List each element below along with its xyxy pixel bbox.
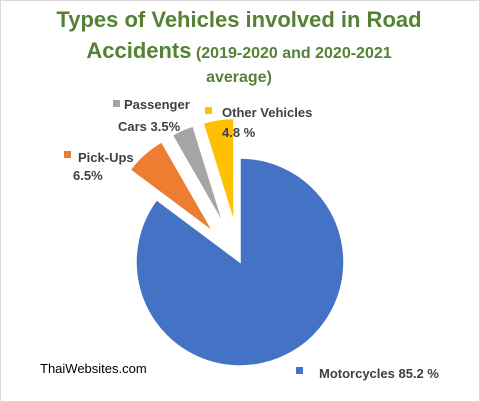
data-label-motorcycles: Motorcycles 85.2 % — [319, 366, 439, 381]
chart-title-sub2: average) — [206, 69, 272, 86]
slice-pick-ups — [129, 140, 215, 233]
slice-other-vehicles — [202, 117, 235, 223]
chart-title-sub: (2019-2020 and 2020-2021 — [195, 45, 392, 62]
credit-text: ThaiWebsites.com — [40, 361, 147, 376]
data-label-other-vehicles-line2: 4.8 % — [222, 125, 256, 140]
data-label-pick-ups: Pick-Ups — [78, 150, 134, 165]
legend-marker-other-vehicles — [205, 107, 212, 114]
chart-title-main: Types of Vehicles involved in Road — [56, 7, 422, 32]
data-label-passenger-cars-line2: Cars 3.5% — [118, 119, 181, 134]
slice-motorcycles — [135, 157, 345, 367]
chart-title-main2: Accidents — [86, 38, 192, 63]
data-label-other-vehicles: Other Vehicles — [222, 105, 312, 120]
legend-marker-pick-ups — [64, 151, 71, 158]
slice-passenger-cars — [171, 125, 225, 226]
legend-marker-passenger-cars — [113, 100, 120, 107]
legend-marker-motorcycles — [296, 367, 303, 374]
data-label-passenger-cars: Passenger — [124, 97, 190, 112]
data-label-pick-ups-line2: 6.5% — [73, 168, 103, 183]
chart-title: Types of Vehicles involved in Road Accid… — [0, 6, 478, 88]
